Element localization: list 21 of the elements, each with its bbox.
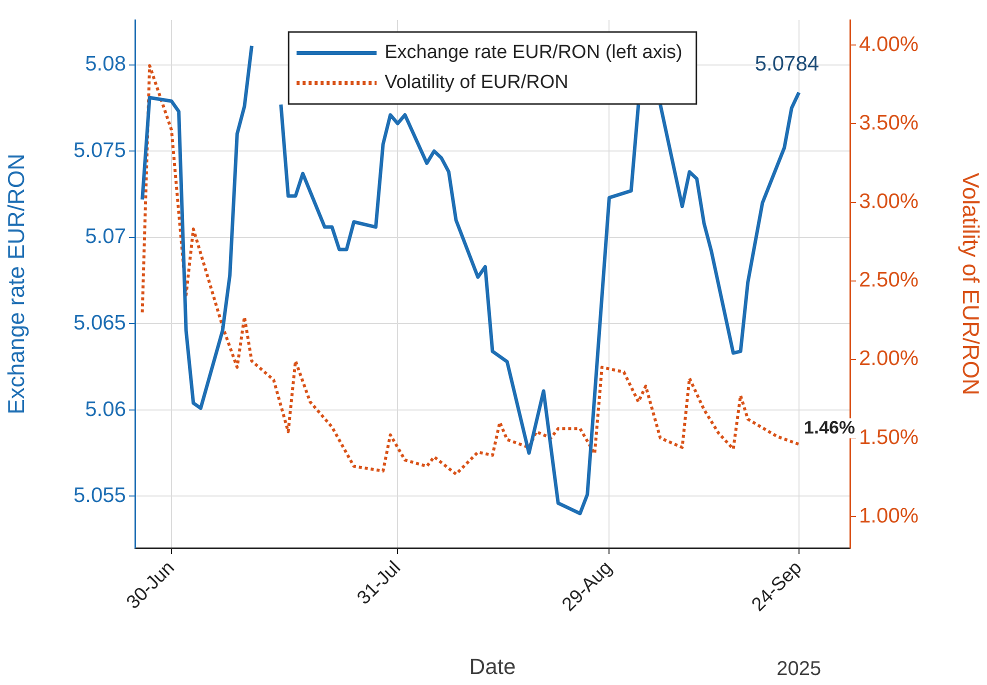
y-tick-label: 5.07 [85,225,126,248]
legend-label: Exchange rate EUR/RON (left axis) [384,42,682,64]
y2-tick-label: 2.50% [859,268,919,292]
text: 2025 [776,658,822,680]
y2-tick-label: 2.00% [859,347,919,370]
y2-tick-label: 4.00% [859,32,919,56]
x-axis-title: Date [469,654,516,679]
y2-tick-label: 1.00% [859,504,919,528]
y-tick-label: 5.08 [85,52,126,76]
y-tick-label: 5.06 [85,398,126,421]
y-axis-title: Exchange rate EUR/RON [3,154,30,414]
annotation: 5.0784 [754,52,820,76]
legend-label: Volatility of EUR/RON [384,72,568,94]
y2-axis-title: Volatility of EUR/RON [958,172,984,396]
annotation: 1.46% [804,417,855,438]
y-tick-label: 5.065 [73,311,126,334]
y2-tick-label: 1.50% [859,426,919,449]
y-tick-label: 5.055 [73,484,126,508]
y2-tick-label: 3.50% [859,112,919,135]
y-tick-label: 5.075 [73,138,126,162]
y2-tick-label: 3.00% [859,190,919,214]
